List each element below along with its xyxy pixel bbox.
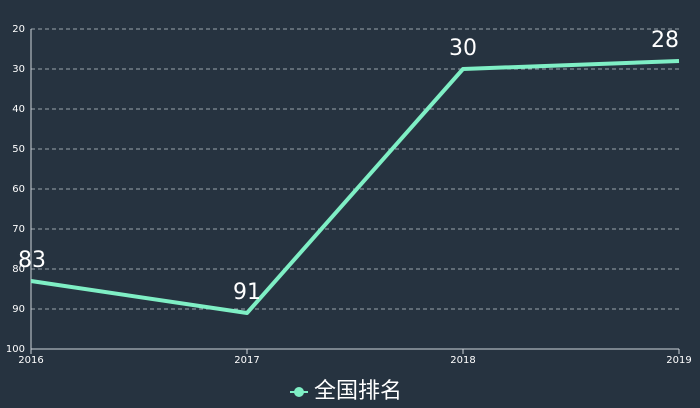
legend-marker [294,387,304,397]
y-tick-label: 90 [12,304,25,315]
y-tick-label: 80 [12,264,25,275]
x-tick-label: 2018 [450,355,475,366]
value-label: 30 [449,36,477,61]
y-tick-label: 40 [12,104,25,115]
legend-label: 全国排名 [314,379,402,404]
x-tick-label: 2019 [666,355,691,366]
y-tick-label: 50 [12,144,25,155]
y-tick-label: 70 [12,224,25,235]
y-tick-label: 60 [12,184,25,195]
line [30,59,680,315]
x-tick-label: 2017 [234,355,259,366]
y-tick-label: 20 [12,24,25,35]
value-label: 28 [651,28,679,53]
y-tick-label: 100 [6,344,25,355]
x-tick-label: 2016 [18,355,43,366]
y-tick-label: 30 [12,64,25,75]
value-label: 91 [233,280,261,305]
value-label: 83 [18,248,46,273]
